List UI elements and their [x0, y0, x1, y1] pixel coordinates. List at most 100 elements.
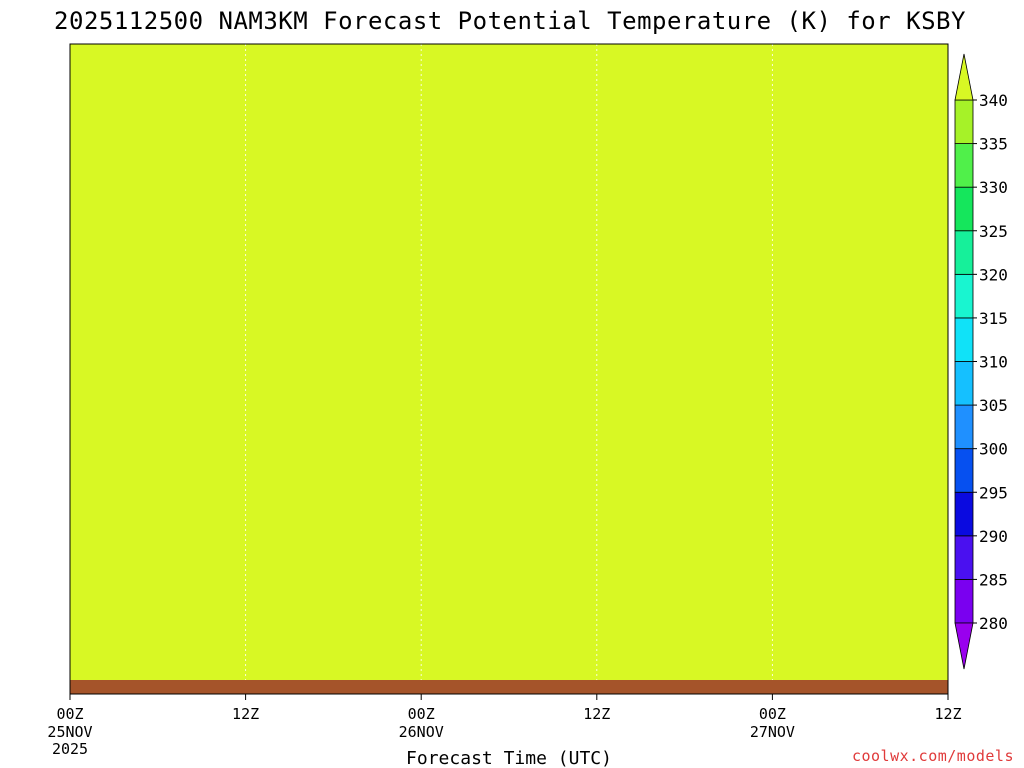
fill-cell [70, 84, 77, 89]
fill-cell [568, 48, 575, 53]
fill-cell [754, 124, 761, 129]
fill-cell [574, 148, 581, 153]
fill-cell [604, 120, 611, 125]
fill-cell [628, 120, 635, 125]
fill-cell [220, 64, 227, 69]
fill-cell [214, 124, 221, 129]
fill-cell [844, 168, 851, 173]
fill-cell [76, 52, 83, 57]
fill-cell [526, 64, 533, 69]
fill-cell [820, 104, 827, 109]
fill-cell [736, 168, 743, 173]
fill-cell [520, 96, 527, 101]
fill-cell [832, 176, 839, 181]
fill-cell [688, 48, 695, 53]
fill-cell [346, 144, 353, 149]
fill-cell [538, 52, 545, 57]
fill-cell [232, 76, 239, 81]
fill-cell [520, 76, 527, 81]
fill-cell [514, 152, 521, 157]
fill-cell [142, 104, 149, 109]
fill-cell [286, 104, 293, 109]
fill-cell [268, 120, 275, 125]
fill-cell [646, 152, 653, 157]
fill-cell [388, 120, 395, 125]
fill-cell [670, 152, 677, 157]
fill-cell [640, 56, 647, 61]
fill-cell [454, 64, 461, 69]
fill-cell [130, 128, 137, 133]
fill-cell [904, 164, 911, 169]
fill-cell [256, 48, 263, 53]
fill-cell [940, 164, 947, 169]
fill-cell [76, 80, 83, 85]
fill-cell [196, 144, 203, 149]
fill-cell [364, 144, 371, 149]
fill-cell [880, 136, 887, 141]
fill-cell [712, 160, 719, 165]
fill-cell [676, 168, 683, 173]
fill-cell [328, 96, 335, 101]
fill-cell [226, 152, 233, 157]
fill-cell [736, 44, 743, 49]
fill-cell [730, 144, 737, 149]
fill-cell [280, 108, 287, 113]
fill-cell [226, 104, 233, 109]
fill-cell [526, 120, 533, 125]
fill-cell [580, 152, 587, 157]
fill-cell [550, 140, 557, 145]
fill-cell [598, 104, 605, 109]
fill-cell [388, 140, 395, 145]
fill-cell [706, 48, 713, 53]
fill-cell [292, 152, 299, 157]
fill-cell [208, 88, 215, 93]
fill-cell [214, 80, 221, 85]
fill-cell [172, 136, 179, 141]
fill-cell [70, 152, 77, 157]
fill-cell [490, 88, 497, 93]
fill-cell [850, 152, 857, 157]
fill-cell [940, 56, 947, 61]
fill-cell [640, 64, 647, 69]
fill-cell [382, 48, 389, 53]
fill-cell [550, 136, 557, 141]
fill-cell [118, 116, 125, 121]
fill-cell [184, 100, 191, 105]
fill-cell [562, 52, 569, 57]
fill-cell [100, 72, 107, 77]
fill-cell [208, 124, 215, 129]
fill-cell [718, 160, 725, 165]
fill-cell [82, 48, 89, 53]
fill-cell [178, 96, 185, 101]
fill-cell [598, 96, 605, 101]
fill-cell [250, 168, 257, 173]
fill-cell [736, 152, 743, 157]
fill-cell [676, 96, 683, 101]
fill-cell [616, 176, 623, 181]
fill-cell [190, 72, 197, 77]
fill-cell [436, 176, 443, 181]
fill-cell [352, 168, 359, 173]
fill-cell [118, 168, 125, 173]
fill-cell [340, 148, 347, 153]
fill-cell [718, 120, 725, 125]
fill-cell [448, 72, 455, 77]
fill-cell [904, 160, 911, 165]
fill-cell [604, 112, 611, 117]
fill-cell [376, 48, 383, 53]
fill-cell [250, 44, 257, 49]
fill-cell [634, 176, 641, 181]
fill-cell [340, 96, 347, 101]
fill-cell [274, 116, 281, 121]
fill-cell [424, 172, 431, 177]
fill-cell [100, 80, 107, 85]
fill-cell [472, 176, 479, 181]
fill-cell [94, 108, 101, 113]
fill-cell [220, 124, 227, 129]
fill-cell [670, 48, 677, 53]
fill-cell [508, 56, 515, 61]
fill-cell [136, 76, 143, 81]
fill-cell [610, 56, 617, 61]
fill-cell [472, 52, 479, 57]
fill-cell [496, 136, 503, 141]
